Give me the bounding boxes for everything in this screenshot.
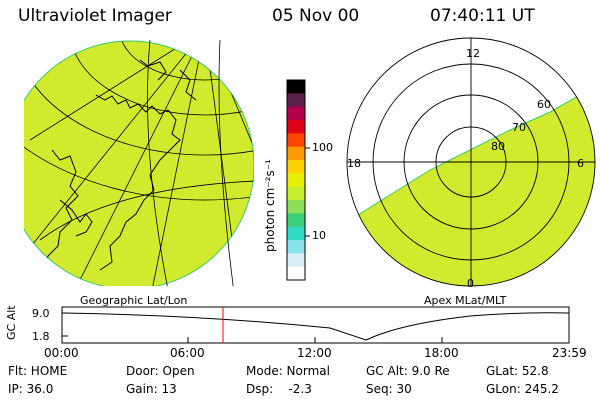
info-door: Door: Open bbox=[126, 364, 195, 378]
mlt-label-0: 0 bbox=[467, 277, 474, 290]
colorbar-segment bbox=[287, 160, 305, 174]
colorbar bbox=[286, 79, 310, 281]
info-seq: Seq: 30 bbox=[366, 382, 412, 396]
info-glon: GLon: 245.2 bbox=[486, 382, 559, 396]
colorbar-segment bbox=[287, 253, 305, 268]
colorbar-segment bbox=[287, 200, 305, 214]
timeline-xtick-0600: 06:00 bbox=[170, 346, 205, 360]
geographic-panel bbox=[24, 40, 254, 286]
right-panel-caption: Apex MLat/MLT bbox=[424, 294, 507, 307]
timeline-ytick-9: 9.0 bbox=[32, 307, 50, 320]
info-ip: IP: 36.0 bbox=[8, 382, 54, 396]
left-panel-caption: Geographic Lat/Lon bbox=[80, 294, 188, 307]
colorbar-segment bbox=[287, 186, 305, 201]
info-flight: Flt: HOME bbox=[8, 364, 68, 378]
info-gain: Gain: 13 bbox=[126, 382, 177, 396]
uv-image-region bbox=[347, 84, 595, 286]
info-mode: Mode: Normal bbox=[246, 364, 330, 378]
colorbar-segment bbox=[287, 106, 305, 121]
info-glat: GLat: 52.8 bbox=[486, 364, 549, 378]
mlt-label-6: 6 bbox=[577, 157, 584, 170]
polar-panel bbox=[346, 37, 596, 287]
colorbar-tick-10: 10 bbox=[312, 229, 326, 242]
uv-image-disk bbox=[24, 40, 254, 286]
timeline-ytick-1-8: 1.8 bbox=[32, 330, 50, 343]
colorbar-label: photon cm⁻²s⁻¹ bbox=[263, 159, 277, 252]
colorbar-segment bbox=[287, 93, 305, 108]
lat-label-60: 60 bbox=[537, 98, 551, 111]
timeline-xtick-1800: 18:00 bbox=[424, 346, 459, 360]
colorbar-segment bbox=[287, 266, 305, 281]
colorbar-segment bbox=[287, 80, 305, 94]
mlt-label-18: 18 bbox=[347, 157, 361, 170]
colorbar-segment bbox=[287, 213, 305, 228]
timeline-plot bbox=[61, 306, 570, 344]
colorbar-segment bbox=[287, 120, 305, 134]
lat-label-80: 80 bbox=[491, 140, 505, 153]
colorbar-segment bbox=[287, 133, 305, 148]
outer-grid bbox=[39, 40, 254, 286]
timeline-ylabel: GC Alt bbox=[5, 305, 18, 340]
colorbar-segment bbox=[287, 226, 305, 241]
app-title: Ultraviolet Imager bbox=[18, 6, 172, 26]
polar-grid bbox=[346, 37, 596, 287]
timeline-xtick-2359: 23:59 bbox=[552, 346, 587, 360]
date-label: 05 Nov 00 bbox=[272, 6, 360, 26]
lat-label-70: 70 bbox=[512, 121, 526, 134]
mlt-label-12: 12 bbox=[466, 47, 480, 60]
colorbar-segment bbox=[287, 173, 305, 188]
colorbar-segment bbox=[287, 146, 305, 161]
timeline-xtick-0000: 00:00 bbox=[44, 346, 79, 360]
info-gc-alt: GC Alt: 9.0 Re bbox=[366, 364, 450, 378]
info-dsp: Dsp: -2.3 bbox=[246, 382, 312, 396]
colorbar-gradient bbox=[287, 80, 305, 281]
time-label: 07:40:11 UT bbox=[430, 6, 535, 26]
colorbar-tick-100: 100 bbox=[312, 141, 333, 154]
timeline-xtick-1200: 12:00 bbox=[297, 346, 332, 360]
coastlines bbox=[43, 59, 197, 273]
colorbar-segment bbox=[287, 240, 305, 254]
altitude-curve bbox=[61, 312, 570, 341]
